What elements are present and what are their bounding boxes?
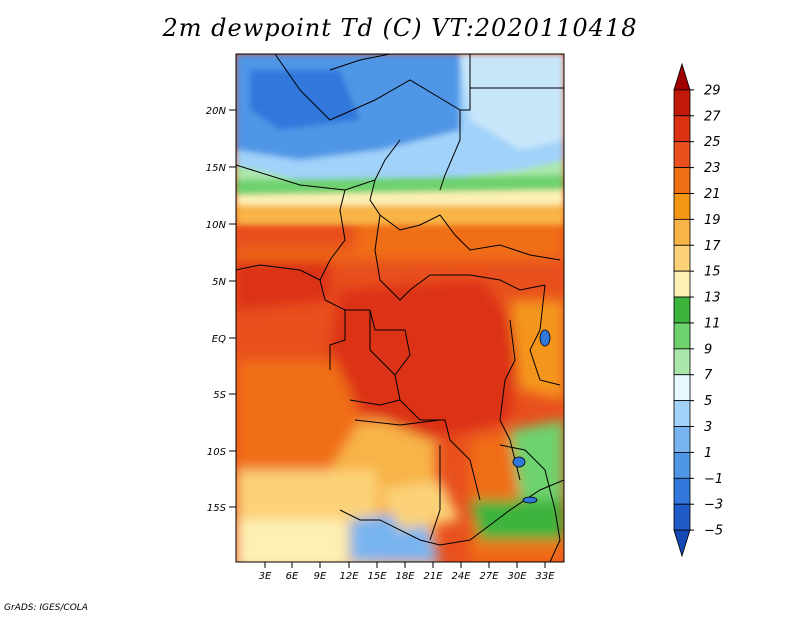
lat-tick-label: 20N: [206, 106, 227, 117]
lat-tick-label: EQ: [212, 334, 226, 345]
colorbar-level-label: 9: [704, 342, 712, 357]
lon-tick-label: 3E: [259, 571, 272, 582]
lon-tick-label: 15E: [367, 571, 387, 582]
colorbar-swatch: [673, 426, 691, 453]
map-title: 2m dewpoint Td (C) VT:2020110418: [162, 14, 638, 42]
colorbar-level-label: 11: [704, 316, 721, 331]
lakes: [512, 329, 551, 504]
colorbar-swatch: [673, 348, 691, 376]
colorbar-swatch: [673, 141, 691, 168]
colorbar-swatch: [673, 218, 691, 246]
colorbar-swatch: [673, 296, 691, 324]
colorbar-level-label: −1: [704, 472, 723, 487]
colorbar-level-label: 25: [704, 135, 721, 150]
colorbar-level-label: 1: [704, 446, 712, 461]
colorbar-swatch: [673, 477, 691, 505]
lat-tick-label: 5S: [213, 390, 226, 401]
colorbar-swatch: [673, 89, 691, 117]
longitude-axis: 3E 6E 9E 12E 15E 18E 21E 24E 27E 30E 33E: [259, 562, 555, 582]
lon-tick-label: 24E: [451, 571, 471, 582]
lat-tick-label: 5N: [212, 277, 226, 288]
lon-tick-label: 21E: [423, 571, 443, 582]
lon-tick-label: 9E: [314, 571, 327, 582]
colorbar-swatch: [673, 374, 691, 402]
lat-tick-label: 15N: [206, 163, 227, 174]
country-borders: [236, 54, 564, 562]
colorbar-level-label: 23: [704, 161, 721, 176]
colorbar-bottom-arrow: [673, 529, 691, 558]
latitude-axis: 20N 15N 10N 5N EQ 5S 10S 15S: [206, 106, 236, 514]
colorbar-swatch: [673, 503, 691, 531]
colorbar-swatch: [673, 452, 691, 479]
colorbar-top-arrow: [673, 62, 691, 91]
lat-tick-label: 10S: [207, 447, 227, 458]
lon-tick-label: 6E: [286, 571, 299, 582]
colorbar-level-label: 7: [704, 368, 713, 383]
colorbar-level-label: 15: [704, 265, 721, 280]
colorbar-level-label: 13: [704, 291, 721, 306]
colorbar-swatch: [673, 115, 691, 143]
dewpoint-field: [236, 54, 564, 562]
lat-tick-label: 10N: [206, 220, 227, 231]
colorbar-level-label: 3: [704, 420, 712, 435]
colorbar-swatch: [673, 322, 691, 350]
colorbar-level-label: −5: [704, 524, 723, 539]
lon-tick-label: 33E: [535, 571, 555, 582]
colorbar-swatch: [673, 270, 691, 298]
colorbar: 29 27 25 23 21 19 17 15 13 11 9 7 5 3 1 −1 −3 −5: [673, 62, 723, 558]
colorbar-level-label: 27: [704, 109, 721, 124]
colorbar-swatch: [673, 244, 691, 272]
lat-tick-label: 15S: [207, 503, 227, 514]
colorbar-level-label: 19: [704, 213, 721, 228]
colorbar-level-label: −3: [704, 498, 723, 513]
lon-tick-label: 27E: [479, 571, 499, 582]
colorbar-level-label: 29: [704, 83, 721, 98]
colorbar-level-label: 5: [704, 394, 712, 409]
colorbar-level-label: 21: [704, 187, 721, 202]
lon-tick-label: 12E: [339, 571, 359, 582]
colorbar-swatch: [673, 193, 691, 220]
colorbar-swatch: [673, 167, 691, 194]
map-frame: [235, 53, 565, 563]
colorbar-level-label: 17: [704, 239, 721, 254]
colorbar-swatch: [673, 400, 691, 427]
lon-tick-label: 18E: [395, 571, 415, 582]
lon-tick-label: 30E: [507, 571, 527, 582]
footer-credit: GrADS: IGES/COLA: [4, 603, 88, 613]
